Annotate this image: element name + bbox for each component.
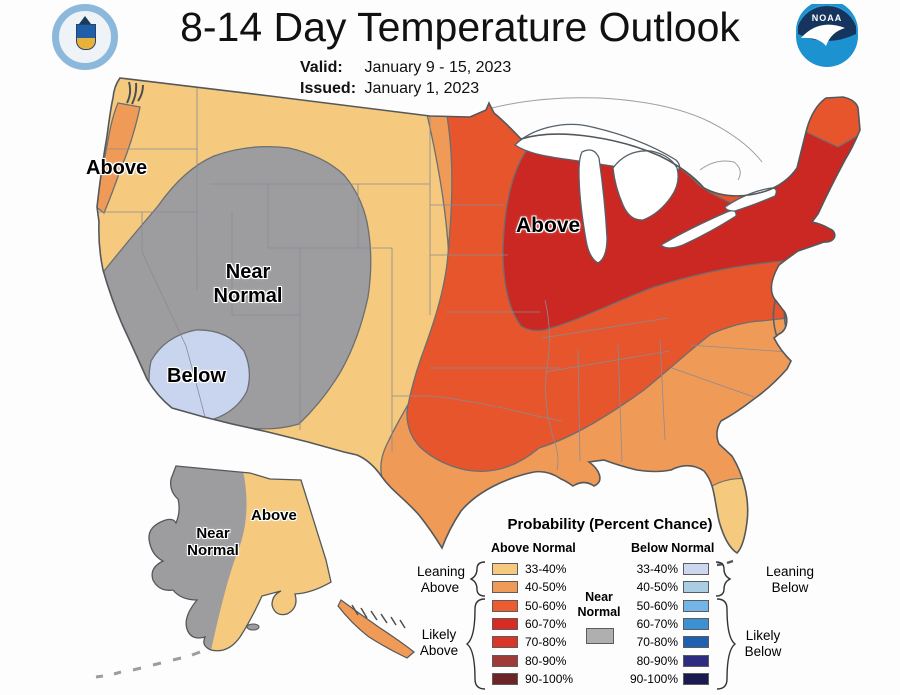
legend-swatch-below-50-60 xyxy=(683,600,709,612)
valid-label: Valid: xyxy=(300,59,343,76)
legend-swatch-above-33-40 xyxy=(492,563,518,575)
legend-range-above-60-70: 60-70% xyxy=(525,617,567,631)
region-above-40-50-west-coast xyxy=(97,102,141,215)
issued-label: Issued: xyxy=(300,80,357,97)
brace-leaning-below-icon xyxy=(715,561,732,597)
legend-swatch-below-70-80 xyxy=(683,636,709,648)
brace-leaning-above-icon xyxy=(469,561,486,597)
legend-range-above-33-40: 33-40% xyxy=(525,562,567,576)
legend-range-above-70-80: 70-80% xyxy=(525,635,567,649)
legend-range-below-40-50: 40-50% xyxy=(636,580,678,594)
page-title: 8-14 Day Temperature Outlook xyxy=(180,4,740,50)
panhandle-fjords xyxy=(351,604,406,629)
likely-below-line1: Likely xyxy=(745,628,781,643)
legend-swatch-above-90-100 xyxy=(492,673,518,685)
lake-ontario xyxy=(724,187,777,212)
legend-range-below-60-70: 60-70% xyxy=(636,617,678,631)
legend-range-above-50-60: 50-60% xyxy=(525,599,567,613)
state-borders xyxy=(97,87,789,471)
legend-near-line2: Normal xyxy=(577,605,621,619)
brace-likely-below-icon xyxy=(716,598,737,690)
likely-above-line2: Above xyxy=(419,643,459,658)
seal-eagle-icon xyxy=(79,16,91,24)
legend-swatch-above-70-80 xyxy=(492,636,518,648)
leaning-above-line1: Leaning xyxy=(417,564,466,579)
leaning-below-line2: Below xyxy=(771,580,809,595)
legend-swatch-near-normal xyxy=(586,628,614,644)
map-label-alaska-above: Above xyxy=(251,507,297,524)
valid-value: January 9 - 15, 2023 xyxy=(364,59,512,76)
issued-value: January 1, 2023 xyxy=(364,80,480,97)
brace-likely-above-icon xyxy=(465,598,486,690)
legend-range-below-80-90: 80-90% xyxy=(636,654,678,668)
map-label-west-above: Above xyxy=(86,157,148,179)
legend-swatch-below-90-100 xyxy=(683,673,709,685)
map-label-below: Below xyxy=(167,365,226,387)
legend-swatch-below-33-40 xyxy=(683,563,709,575)
leaning-below-line1: Leaning xyxy=(765,564,815,579)
lake-michigan xyxy=(578,149,608,264)
legend-group-leaning-above: Leaning Above xyxy=(417,564,466,596)
legend-range-below-33-40: 33-40% xyxy=(636,562,678,576)
noaa-logo-text: NOAA xyxy=(811,13,843,23)
validity-dates: Valid: January 9 - 15, 2023 Issued: Janu… xyxy=(300,57,511,99)
lake-huron xyxy=(612,150,679,221)
map-label-near-line2: Normal xyxy=(213,285,283,307)
map-label-midwest-above: Above xyxy=(516,214,581,237)
department-of-commerce-seal-icon xyxy=(52,4,118,70)
canada-outline xyxy=(491,97,763,181)
legend-swatch-above-60-70 xyxy=(492,618,518,630)
legend-swatch-above-50-60 xyxy=(492,600,518,612)
alaska-panhandle xyxy=(337,599,415,659)
valid-line: Valid: January 9 - 15, 2023 xyxy=(300,57,511,78)
likely-below-line2: Below xyxy=(744,644,782,659)
leaning-above-line2: Above xyxy=(420,580,460,595)
conus-outline xyxy=(96,77,861,555)
map-label-near-normal: Near Normal xyxy=(193,260,303,308)
aleutian-islands xyxy=(95,650,201,679)
legend-swatch-above-80-90 xyxy=(492,655,518,667)
legend-range-below-50-60: 50-60% xyxy=(636,599,678,613)
legend: Probability (Percent Chance) Above Norma… xyxy=(415,512,900,695)
map-label-ak-near-line1: Near xyxy=(196,525,230,542)
legend-near-normal-label: Near Normal xyxy=(571,590,627,620)
seal-shield-icon xyxy=(76,24,96,50)
legend-group-leaning-below: Leaning Below xyxy=(760,564,820,596)
map-label-near-line1: Near xyxy=(225,261,271,283)
legend-below-normal-header: Below Normal xyxy=(631,541,715,555)
legend-range-above-90-100: 90-100% xyxy=(525,672,574,686)
map-label-ak-near-line2: Normal xyxy=(187,542,239,559)
legend-near-line1: Near xyxy=(585,590,613,604)
lake-erie xyxy=(659,210,737,249)
noaa-logo-icon xyxy=(796,4,858,67)
legend-range-above-40-50: 40-50% xyxy=(525,580,567,594)
legend-range-below-90-100: 90-100% xyxy=(629,672,678,686)
alaska xyxy=(95,465,415,679)
legend-swatch-above-40-50 xyxy=(492,581,518,593)
alaska-outline xyxy=(148,465,332,652)
likely-above-line1: Likely xyxy=(421,627,457,642)
legend-range-below-70-80: 70-80% xyxy=(636,635,678,649)
legend-range-above-80-90: 80-90% xyxy=(525,654,567,668)
legend-title: Probability (Percent Chance) xyxy=(507,516,713,533)
issued-line: Issued: January 1, 2023 xyxy=(300,78,511,99)
map-label-alaska-near-normal: Near Normal xyxy=(173,525,253,559)
legend-above-normal-header: Above Normal xyxy=(491,541,576,555)
legend-group-likely-above: Likely Above xyxy=(417,627,461,659)
great-lakes xyxy=(513,123,777,264)
legend-swatch-below-80-90 xyxy=(683,655,709,667)
legend-swatch-below-60-70 xyxy=(683,618,709,630)
legend-group-likely-below: Likely Below xyxy=(737,628,789,660)
kodiak-island xyxy=(246,623,260,631)
puget-sound xyxy=(126,81,144,105)
legend-swatch-below-40-50 xyxy=(683,581,709,593)
